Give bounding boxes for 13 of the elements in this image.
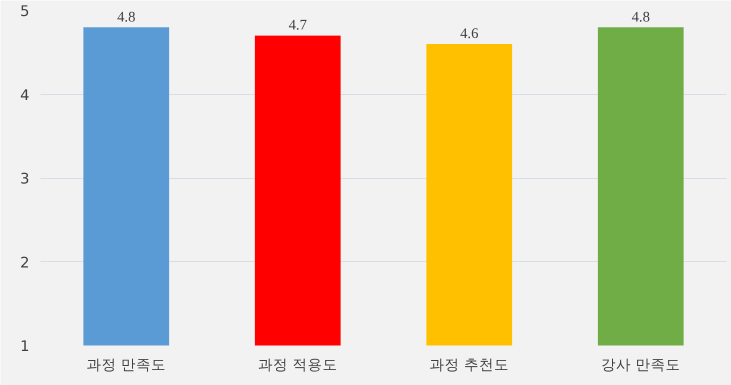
y-tick-label: 4 [20, 86, 30, 104]
y-tick-label: 3 [20, 170, 30, 188]
x-tick-label: 강사 만족도 [600, 356, 681, 374]
data-label: 4.8 [632, 9, 650, 26]
y-tick-label: 5 [20, 3, 30, 20]
y-tick-label: 1 [20, 338, 30, 355]
data-label: 4.8 [117, 9, 136, 26]
x-tick-label: 과정 만족도 [86, 356, 166, 374]
y-tick-label: 2 [20, 254, 30, 272]
data-label: 4.7 [288, 18, 307, 34]
x-tick-label: 과정 적용도 [258, 356, 338, 374]
x-tick-label: 과정 추천도 [429, 356, 510, 374]
data-label: 4.6 [460, 26, 478, 42]
